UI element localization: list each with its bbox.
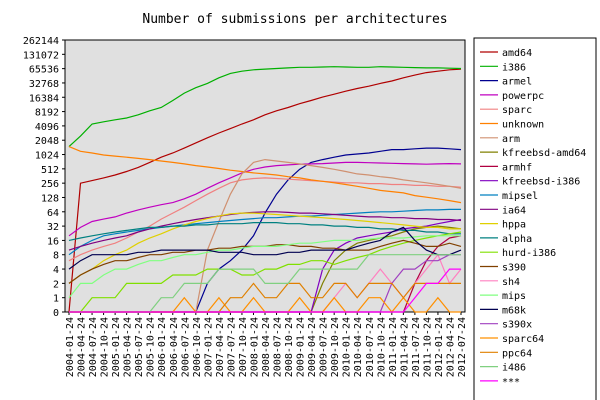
- legend-label: sh4: [502, 277, 520, 288]
- legend-label: s390: [502, 263, 526, 274]
- chart-title: Number of submissions per architectures: [142, 12, 447, 27]
- x-tick-label: 2010-07-24: [365, 317, 376, 377]
- legend-label: hppa: [502, 220, 526, 231]
- y-tick-label: 1024: [35, 151, 59, 162]
- x-tick-label: 2009-04-24: [307, 317, 318, 377]
- y-tick-label: 32: [47, 222, 59, 233]
- x-tick-label: 2005-07-24: [134, 317, 145, 377]
- y-tick-label: 262144: [23, 36, 59, 47]
- series-line: [68, 208, 461, 256]
- y-tick-label: 128: [41, 193, 59, 204]
- legend-label: powerpc: [502, 91, 544, 102]
- y-tick-label: 0: [53, 308, 59, 319]
- series-line: [68, 146, 462, 204]
- legend-label: m68k: [502, 305, 526, 316]
- x-tick-label: 2006-07-24: [180, 317, 191, 377]
- y-tick-label: 8192: [35, 108, 59, 119]
- x-tick-label: 2004-04-24: [77, 317, 88, 377]
- x-tick-label: 2005-01-24: [111, 317, 122, 377]
- y-tick-label: 4096: [35, 122, 59, 133]
- legend-box: [473, 37, 597, 400]
- legend-label: kfreebsd-i386: [502, 177, 580, 188]
- series-line: [68, 68, 462, 313]
- x-tick-label: 2007-01-24: [203, 317, 214, 377]
- x-tick-label: 2008-07-24: [273, 317, 284, 377]
- legend-label: mips: [502, 291, 526, 302]
- legend-label: sparc64: [502, 334, 544, 345]
- y-tick-label: 2: [53, 279, 59, 290]
- series-line: [68, 177, 462, 262]
- legend-label: hurd-i386: [502, 248, 556, 259]
- legend-label: i386: [502, 62, 526, 73]
- y-tick-label: 256: [41, 179, 59, 190]
- y-tick-label: 4: [53, 265, 59, 276]
- series-line: [68, 235, 461, 299]
- x-tick-label: 2008-04-24: [261, 317, 272, 377]
- legend-label: kfreebsd-amd64: [502, 148, 586, 159]
- y-tick-label: 2048: [35, 136, 59, 147]
- y-tick-label: 131072: [23, 50, 59, 61]
- x-tick-label: 2012-07-24: [457, 317, 468, 377]
- plot-area: [64, 39, 466, 313]
- y-tick-label: 16384: [29, 93, 59, 104]
- x-tick-label: 2008-10-24: [284, 317, 295, 377]
- y-tick-label: 8: [53, 251, 59, 262]
- x-tick-label: 2010-01-24: [342, 317, 353, 377]
- x-tick-label: 2012-04-24: [445, 317, 456, 377]
- x-tick-label: 2007-04-24: [215, 317, 226, 377]
- x-tick-label: 2010-04-24: [353, 317, 364, 377]
- legend-label: ***: [502, 377, 520, 388]
- x-tick-label: 2009-01-24: [296, 317, 307, 377]
- legend-label: s390x: [502, 320, 532, 331]
- x-tick-label: 2011-07-24: [411, 317, 422, 377]
- x-tick-label: 2010-10-24: [376, 317, 387, 377]
- series-line: [68, 226, 462, 270]
- x-tick-label: 2008-01-24: [249, 317, 260, 377]
- x-tick-label: 2004-01-24: [65, 317, 76, 377]
- x-tick-label: 2007-07-24: [226, 317, 237, 377]
- series-line: [68, 161, 462, 237]
- x-tick-label: 2004-10-24: [100, 317, 111, 377]
- y-tick-label: 64: [47, 208, 59, 219]
- x-tick-label: 2006-04-24: [169, 317, 180, 377]
- series-line: [68, 66, 462, 148]
- x-tick-label: 2004-07-24: [88, 317, 99, 377]
- x-tick-label: 2012-01-24: [434, 317, 445, 377]
- legend-label: alpha: [502, 234, 532, 245]
- series-line: [68, 212, 461, 284]
- series-line: [69, 231, 462, 313]
- legend-label: i486: [502, 363, 526, 374]
- legend-label: ia64: [502, 205, 526, 216]
- legend-label: unknown: [502, 120, 544, 131]
- x-tick-label: 2007-10-24: [238, 317, 249, 377]
- legend-label: amd64: [502, 48, 532, 59]
- x-tick-label: 2009-10-24: [330, 317, 341, 377]
- series-line: [68, 211, 462, 251]
- legend-label: armel: [502, 77, 532, 88]
- y-tick-label: 65536: [29, 65, 59, 76]
- y-tick-label: 16: [47, 236, 59, 247]
- x-tick-label: 2009-07-24: [319, 317, 330, 377]
- y-tick-label: 32768: [29, 79, 59, 90]
- legend-label: ppc64: [502, 348, 532, 359]
- x-tick-label: 2006-10-24: [192, 317, 203, 377]
- legend-label: arm: [502, 134, 520, 145]
- legend-label: armhf: [502, 162, 532, 173]
- x-tick-label: 2011-01-24: [388, 317, 399, 377]
- y-tick-label: 1: [53, 294, 59, 305]
- x-tick-label: 2011-04-24: [399, 317, 410, 377]
- y-tick-label: 512: [41, 165, 59, 176]
- legend-label: mipsel: [502, 191, 538, 202]
- series-line: [68, 222, 461, 241]
- x-tick-label: 2005-10-24: [146, 317, 157, 377]
- legend-label: sparc: [502, 105, 532, 116]
- series-line: [69, 268, 461, 313]
- x-tick-label: 2011-10-24: [422, 317, 433, 377]
- x-tick-label: 2005-04-24: [123, 317, 134, 377]
- x-tick-label: 2006-01-24: [157, 317, 168, 377]
